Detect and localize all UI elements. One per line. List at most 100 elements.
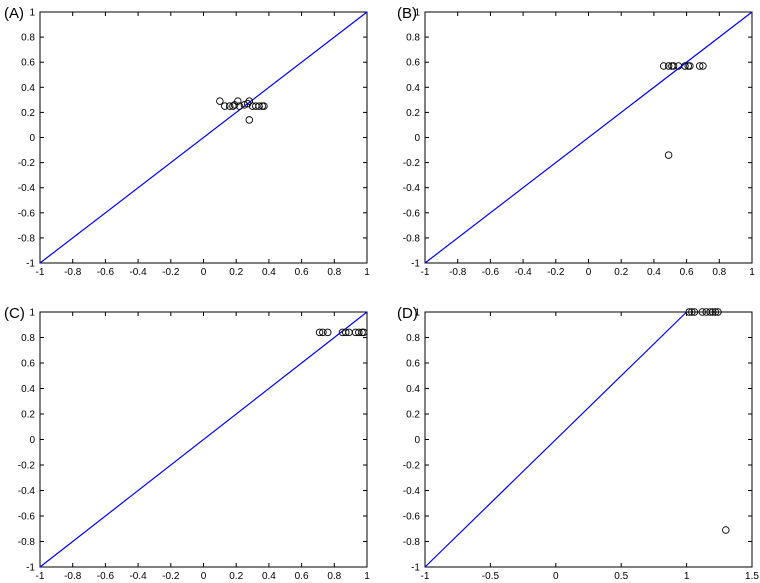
y-tick-label: 0.4 (406, 83, 420, 94)
data-point (324, 328, 332, 337)
x-tick-label: 1 (749, 267, 755, 278)
x-tick-label: 0.6 (680, 267, 694, 278)
y-tick-label: -0.2 (18, 461, 36, 472)
x-tick-label: 1 (364, 571, 370, 582)
y-tick-label: -0.2 (403, 158, 421, 169)
x-tick-label: 0.2 (229, 571, 243, 582)
y-tick-label: -1 (411, 563, 420, 574)
x-tick-label: 0 (553, 571, 559, 582)
y-tick-label: 0.2 (21, 108, 35, 119)
y-tick-label: -1 (411, 259, 420, 270)
x-tick-label: 0 (586, 267, 592, 278)
y-tick-label: -0.6 (403, 512, 421, 523)
panel-label: (D) (397, 305, 418, 322)
data-point (315, 328, 324, 337)
x-tick-label: -1 (421, 571, 430, 582)
x-tick-label: -1 (421, 267, 430, 278)
y-tick-label: 0 (414, 435, 420, 446)
y-tick-label: -0.8 (18, 233, 36, 244)
data-point (341, 328, 350, 337)
x-tick-label: -0.6 (482, 267, 500, 278)
panel-1: (A) -1 -0.8 -0.6 -0.4 -0.2 0 0.2 0.4 0.6 0.8 1 -1 -0.… (4, 5, 370, 278)
x-tick-label: 0.2 (229, 267, 243, 278)
x-tick-label: -0.4 (129, 571, 147, 582)
y-tick-label: -0.4 (403, 486, 421, 497)
y-tick-label: 0.4 (406, 384, 420, 395)
data-point (711, 308, 720, 316)
y-tick-label: 0 (414, 133, 420, 144)
x-tick-label: -0.2 (547, 267, 565, 278)
data-point (221, 102, 229, 110)
data-point (688, 308, 696, 316)
x-tick-label: 0.4 (262, 267, 276, 278)
data-point (319, 328, 327, 337)
y-tick-label: 0.8 (21, 33, 35, 44)
x-tick-label: -0.2 (162, 571, 180, 582)
x-tick-label: 0 (201, 571, 207, 582)
x-tick-label: 0.6 (295, 571, 309, 582)
reference-line (424, 311, 688, 568)
data-point (260, 102, 268, 110)
x-tick-label: -0.4 (514, 267, 532, 278)
y-tick-label: 0 (29, 133, 35, 144)
reference-line (39, 311, 368, 568)
x-tick-label: -0.4 (129, 267, 147, 278)
y-tick-label: 0.6 (21, 58, 35, 69)
y-tick-label: 1 (414, 8, 420, 19)
y-tick-label: -0.6 (18, 512, 36, 523)
y-tick-label: 0.2 (406, 108, 420, 119)
y-tick-label: -0.4 (18, 486, 36, 497)
x-tick-label: 0.6 (295, 267, 309, 278)
y-tick-label: -0.8 (403, 537, 421, 548)
x-tick-label: 0.4 (647, 267, 661, 278)
y-tick-label: -0.4 (403, 183, 421, 194)
x-tick-label: 0.5 (614, 571, 628, 582)
y-tick-label: -0.4 (18, 183, 36, 194)
data-point (714, 308, 722, 316)
x-tick-label: 0.8 (712, 267, 726, 278)
y-tick-label: 0.4 (21, 83, 35, 94)
axes-frame (424, 311, 753, 568)
y-tick-label: -1 (26, 259, 35, 270)
y-tick-label: 0.6 (406, 58, 420, 69)
x-tick-label: 1 (684, 571, 690, 582)
data-point (706, 308, 714, 316)
data-point (240, 101, 249, 109)
x-tick-label: 1 (364, 267, 370, 278)
y-tick-label: 0.6 (21, 359, 35, 370)
y-tick-label: -0.6 (403, 208, 421, 219)
x-tick-label: -0.6 (97, 571, 115, 582)
data-point (681, 62, 689, 70)
data-point (216, 97, 224, 105)
x-tick-label: -1 (36, 571, 45, 582)
data-point (685, 308, 693, 316)
y-tick-label: 0 (29, 435, 35, 446)
y-tick-label: 0.4 (21, 384, 35, 395)
panel-label: (B) (397, 5, 417, 22)
y-tick-label: 1 (29, 308, 35, 319)
data-point (664, 151, 673, 159)
x-tick-label: 0.8 (327, 267, 341, 278)
reference-line (424, 11, 753, 264)
y-tick-label: -0.2 (403, 461, 421, 472)
x-tick-label: 0.8 (327, 571, 341, 582)
data-point (255, 102, 263, 110)
x-tick-label: -0.8 (64, 267, 82, 278)
x-tick-label: -0.8 (64, 571, 82, 582)
data-point (355, 328, 363, 337)
panel-label: (C) (4, 305, 25, 322)
y-tick-label: -0.2 (18, 158, 36, 169)
x-tick-label: -0.2 (162, 267, 180, 278)
data-point (669, 62, 678, 70)
data-point (659, 62, 668, 70)
x-tick-label: 0 (201, 267, 207, 278)
reference-line (39, 11, 368, 264)
x-tick-label: -1 (36, 267, 45, 278)
y-tick-label: -0.6 (18, 208, 36, 219)
x-tick-label: 0.4 (262, 571, 276, 582)
y-tick-label: -0.8 (18, 537, 36, 548)
data-point (695, 62, 704, 70)
data-point (359, 328, 368, 337)
data-point (709, 308, 717, 316)
x-tick-label: 1.5 (745, 571, 759, 582)
